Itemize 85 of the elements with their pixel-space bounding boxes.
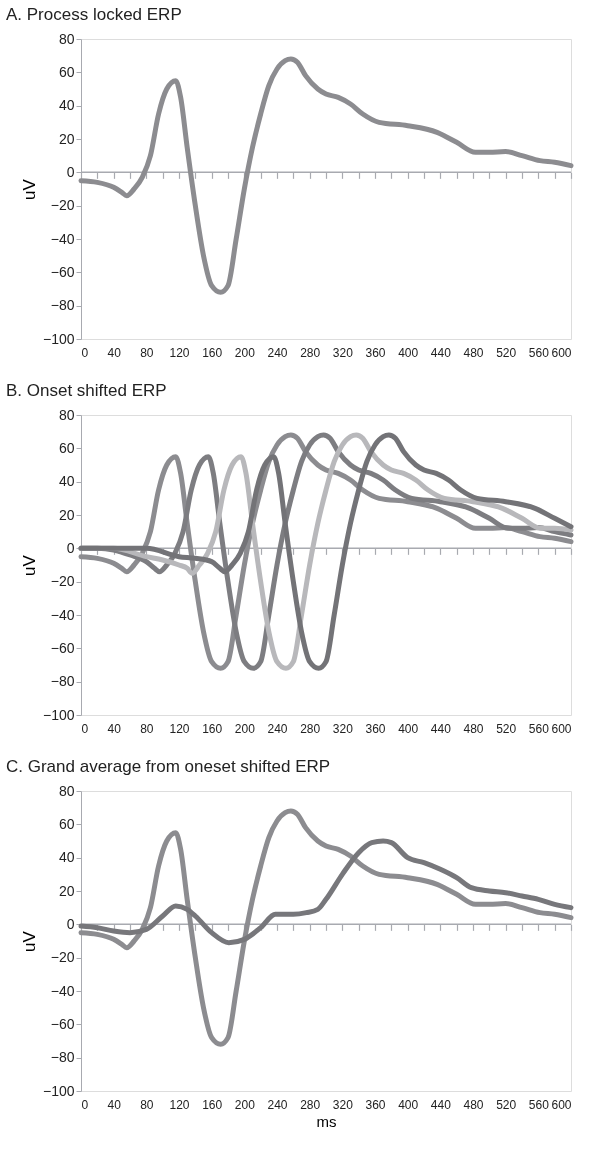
- x-tick-label: 240: [267, 1097, 288, 1112]
- x-tick-label: 600: [551, 345, 572, 360]
- y-tick-label: −100: [42, 330, 75, 347]
- x-tick-label: 0: [81, 345, 89, 360]
- y-tick-label: −40: [50, 230, 75, 247]
- y-tick-label: −80: [50, 1049, 75, 1066]
- y-tick-label: −20: [50, 573, 75, 590]
- x-tick-label: 480: [463, 345, 484, 360]
- x-tick-label: 360: [365, 721, 386, 736]
- y-tick-label: 0: [66, 163, 75, 180]
- x-tick-label: 0: [81, 1097, 89, 1112]
- y-axis-title: uV: [19, 554, 39, 576]
- y-tick-label: 0: [66, 915, 75, 932]
- chart-title: C. Grand average from oneset shifted ERP: [6, 757, 331, 776]
- x-tick-label: 240: [267, 345, 288, 360]
- x-tick-label: 480: [463, 1097, 484, 1112]
- x-tick-label: 120: [169, 345, 190, 360]
- y-tick-label: 60: [58, 439, 75, 456]
- y-tick-label: −60: [50, 1015, 75, 1032]
- y-tick-label: 40: [58, 473, 75, 490]
- y-tick-label: 40: [58, 97, 75, 114]
- chart-title: B. Onset shifted ERP: [6, 381, 167, 400]
- x-tick-label: 320: [332, 721, 354, 736]
- y-tick-label: 20: [58, 506, 75, 523]
- x-tick-label: 120: [169, 721, 190, 736]
- x-tick-label: 40: [107, 345, 122, 360]
- x-tick-label: 80: [140, 721, 154, 736]
- y-tick-label: 80: [58, 782, 75, 799]
- x-tick-label: 520: [496, 1097, 517, 1112]
- x-tick-label: 320: [332, 345, 354, 360]
- x-tick-label: 40: [107, 721, 122, 736]
- x-tick-label: 520: [496, 345, 517, 360]
- x-tick-label: 520: [496, 721, 517, 736]
- x-tick-label: 80: [140, 1097, 154, 1112]
- x-tick-label: 200: [234, 721, 256, 736]
- x-tick-label: 360: [365, 1097, 386, 1112]
- x-tick-label: 280: [300, 721, 321, 736]
- y-tick-label: −40: [50, 606, 75, 623]
- x-tick-label: 280: [300, 1097, 321, 1112]
- y-tick-label: −60: [50, 263, 75, 280]
- y-tick-label: −100: [42, 1082, 75, 1099]
- y-tick-label: 60: [58, 63, 75, 80]
- x-tick-label: 200: [234, 1097, 256, 1112]
- x-tick-label: 600: [551, 721, 572, 736]
- x-tick-label: 560: [528, 1097, 550, 1112]
- chart-title: A. Process locked ERP: [6, 5, 182, 24]
- x-tick-label: 560: [528, 721, 550, 736]
- x-tick-label: 360: [365, 345, 386, 360]
- x-tick-label: 200: [234, 345, 256, 360]
- y-tick-label: 0: [66, 539, 75, 556]
- x-tick-label: 400: [398, 345, 419, 360]
- y-tick-label: −40: [50, 982, 75, 999]
- x-tick-label: 560: [528, 345, 550, 360]
- x-tick-label: 160: [202, 1097, 223, 1112]
- x-tick-label: 480: [463, 721, 484, 736]
- y-tick-label: 20: [58, 882, 75, 899]
- x-tick-label: 0: [81, 721, 89, 736]
- y-tick-label: 20: [58, 130, 75, 147]
- y-tick-label: −60: [50, 639, 75, 656]
- x-tick-label: 440: [430, 345, 452, 360]
- x-tick-label: 240: [267, 721, 288, 736]
- y-axis-title: uV: [19, 930, 39, 952]
- y-tick-label: −20: [50, 197, 75, 214]
- x-axis-title: ms: [316, 1112, 337, 1130]
- x-tick-label: 280: [300, 345, 321, 360]
- x-tick-label: 320: [332, 1097, 354, 1112]
- x-tick-label: 400: [398, 721, 419, 736]
- x-tick-label: 400: [398, 1097, 419, 1112]
- x-tick-label: 40: [107, 1097, 122, 1112]
- x-tick-label: 600: [551, 1097, 572, 1112]
- y-axis-title: uV: [19, 178, 39, 200]
- y-tick-label: 80: [58, 406, 75, 423]
- x-tick-label: 160: [202, 345, 223, 360]
- y-tick-label: 40: [58, 849, 75, 866]
- x-tick-label: 440: [430, 1097, 452, 1112]
- x-tick-label: 440: [430, 721, 452, 736]
- y-tick-label: −100: [42, 706, 75, 723]
- x-tick-label: 120: [169, 1097, 190, 1112]
- x-tick-label: 160: [202, 721, 223, 736]
- y-tick-label: −80: [50, 673, 75, 690]
- y-tick-label: −20: [50, 949, 75, 966]
- y-tick-label: 80: [58, 30, 75, 47]
- y-tick-label: −80: [50, 297, 75, 314]
- x-tick-label: 80: [140, 345, 154, 360]
- y-tick-label: 60: [58, 815, 75, 832]
